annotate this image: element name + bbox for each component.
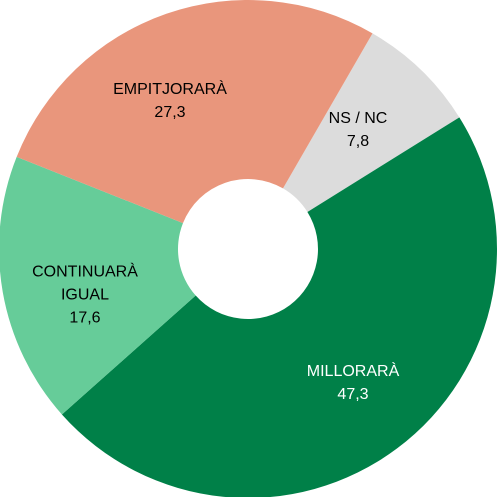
donut-slice [61,117,497,497]
slice-label: EMPITJORARÀ 27,3 [105,78,235,124]
category-label: NS / NC [328,110,388,127]
slice-label: CONTINUARÀ IGUAL 17,6 [25,261,145,330]
value-label: 27,3 [154,104,186,121]
donut-slice [0,156,196,415]
slice-label: NS / NC 7,8 [313,107,403,153]
donut-slice [283,33,460,212]
donut-slice [16,0,373,224]
value-label: 7,8 [346,133,370,150]
category-label: MILLORARÀ [306,363,400,380]
slice-label: MILLORARÀ 47,3 [293,360,413,406]
value-label: 47,3 [337,386,369,403]
value-label: 17,6 [69,309,101,327]
category-label: EMPITJORARÀ [113,81,227,98]
category-label: CONTINUARÀ IGUAL [32,263,138,304]
